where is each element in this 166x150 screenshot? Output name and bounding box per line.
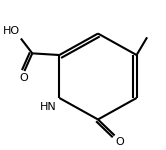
Text: HN: HN — [40, 102, 57, 112]
Text: HO: HO — [3, 27, 20, 36]
Text: O: O — [116, 137, 124, 147]
Text: O: O — [19, 73, 28, 83]
